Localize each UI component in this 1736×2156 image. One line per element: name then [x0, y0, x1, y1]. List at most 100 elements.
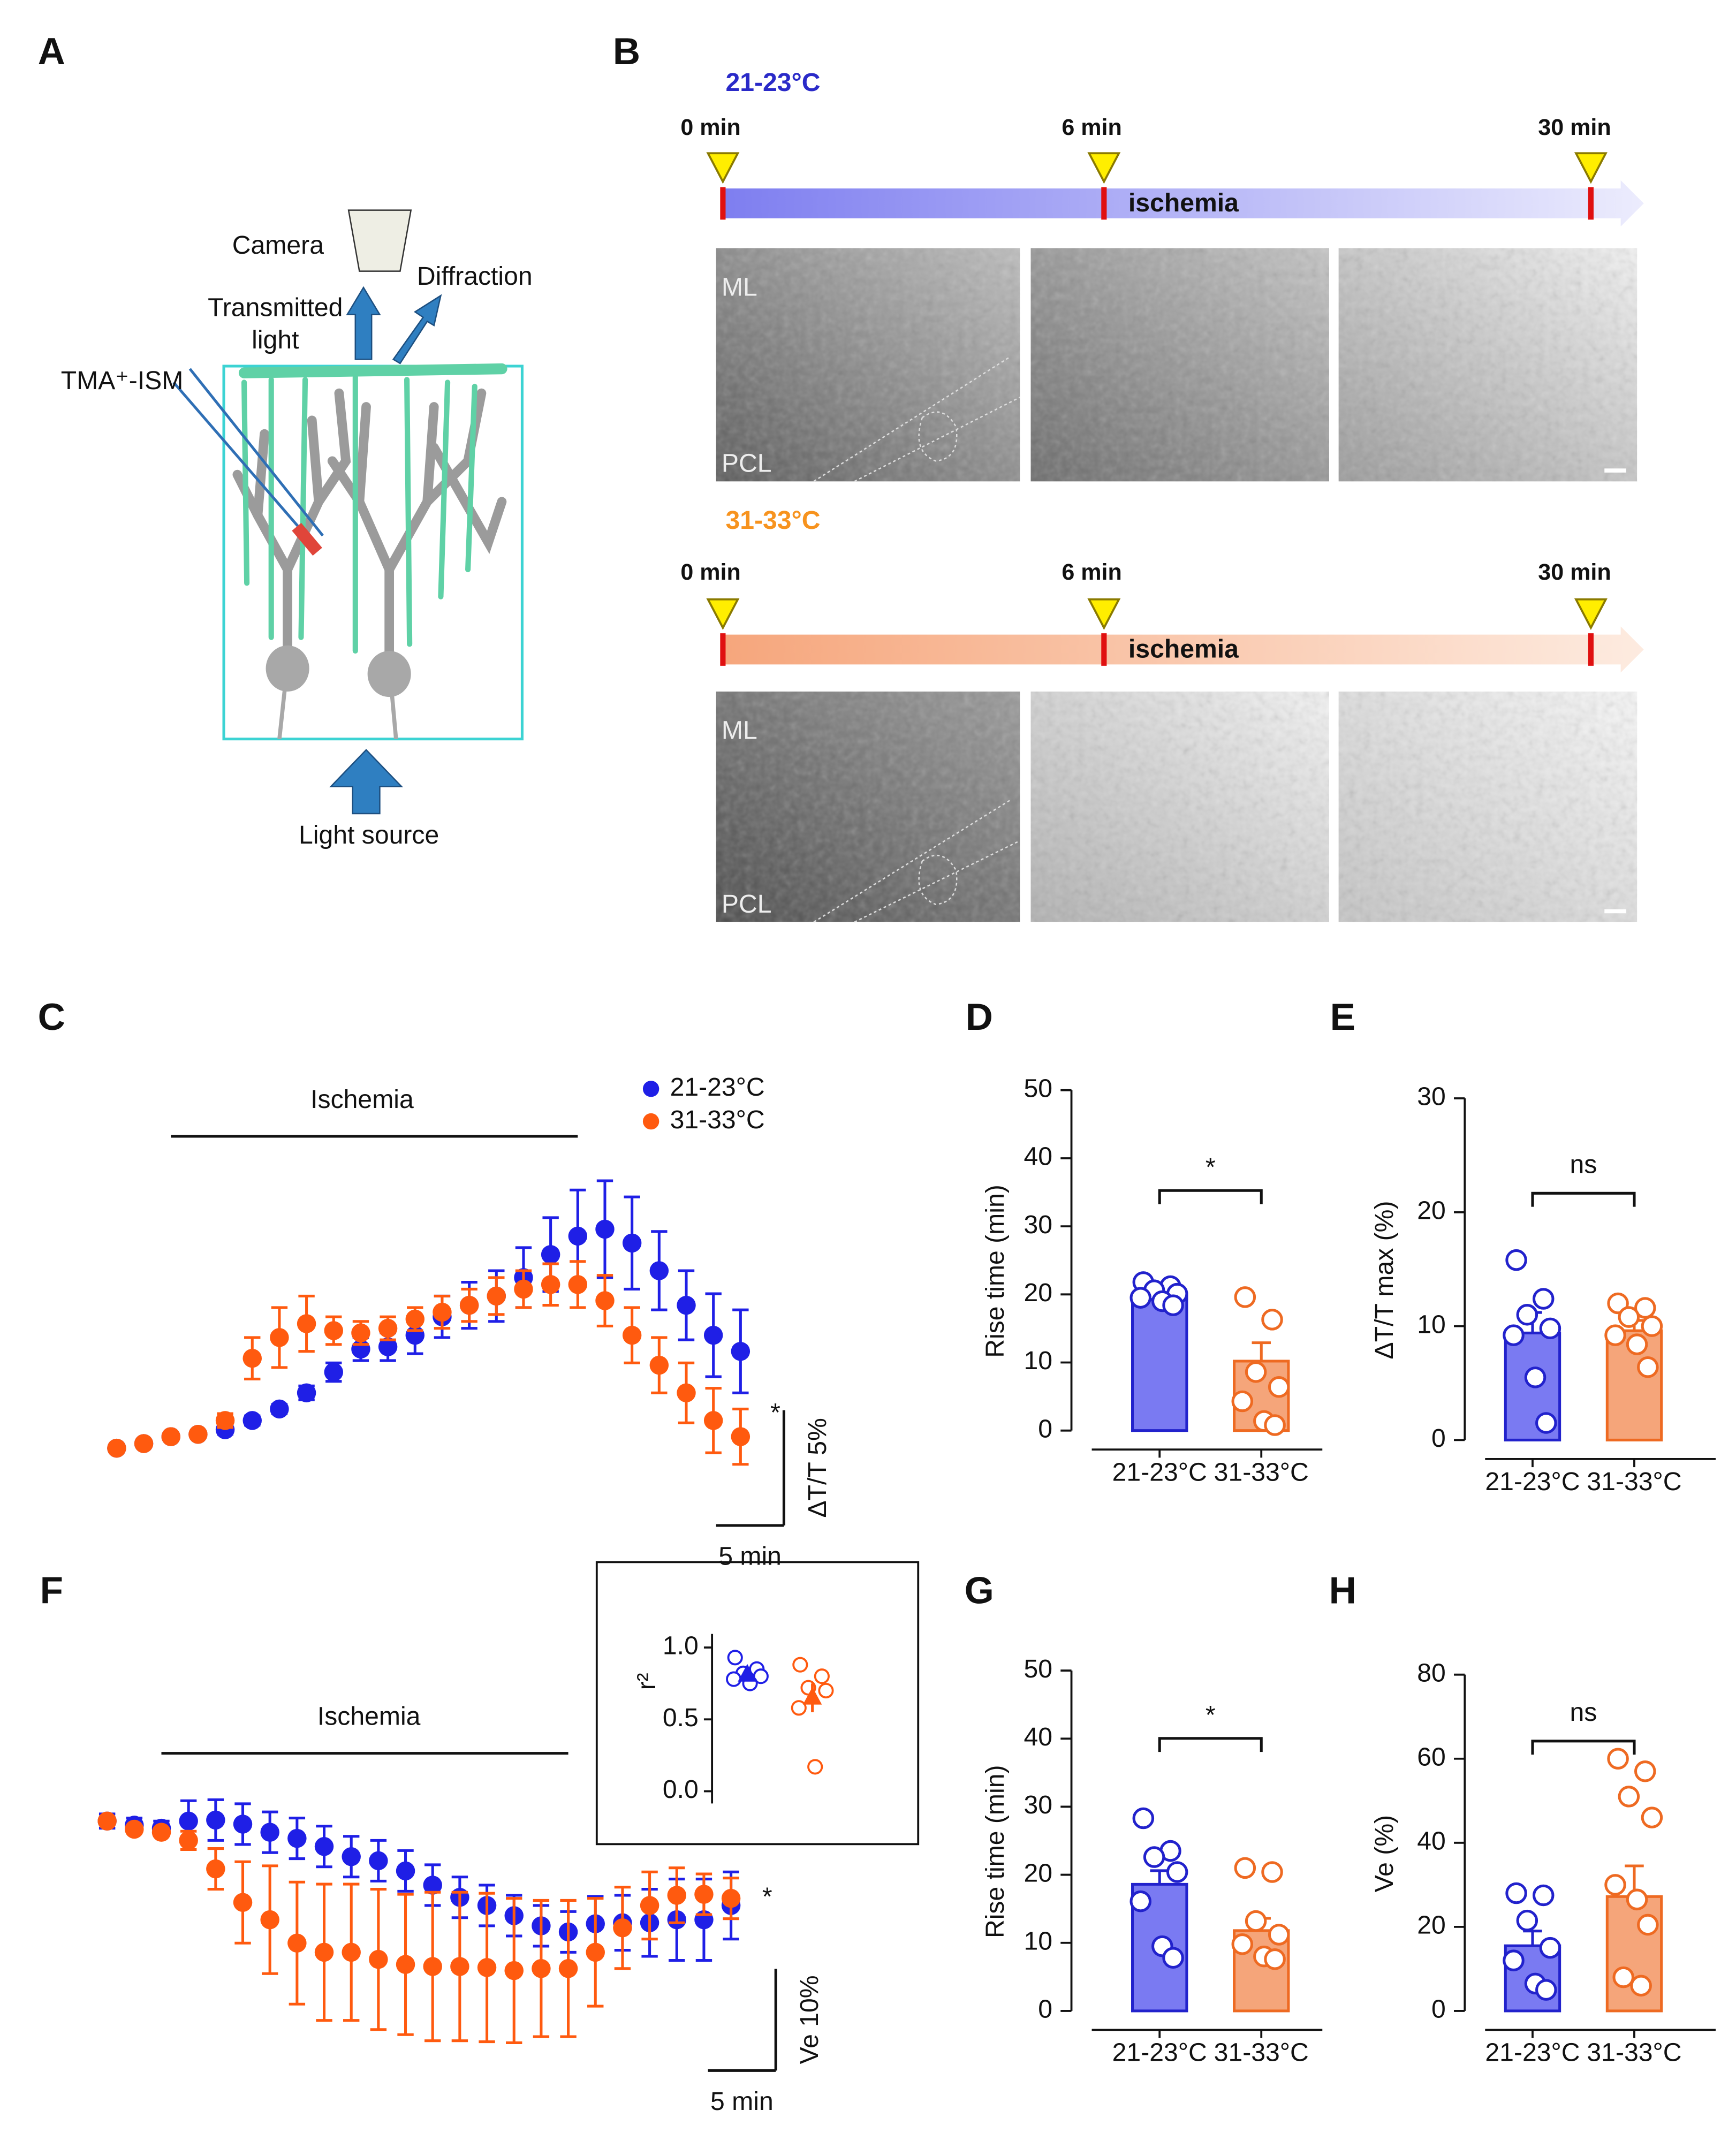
micrograph-grain: [1030, 692, 1329, 922]
panel-label: F: [40, 1569, 63, 1612]
label: light: [252, 325, 299, 354]
y-tick-label: 20: [1024, 1278, 1053, 1307]
purkinje-dendrites: [232, 388, 507, 663]
timeline: [723, 180, 1644, 227]
marker: [1574, 152, 1608, 184]
data-point: [791, 1700, 807, 1716]
significance: *: [1206, 1152, 1216, 1181]
glial-fibers: [238, 363, 507, 654]
point: [504, 1961, 524, 1980]
data-point: [1234, 1286, 1256, 1308]
point: [595, 1219, 615, 1239]
micrograph-grain: [716, 692, 1020, 922]
data-point: [1166, 1861, 1188, 1883]
y-tick-label: 40: [1024, 1722, 1053, 1751]
point: [677, 1383, 696, 1402]
data-point: [792, 1657, 808, 1673]
point: [514, 1279, 533, 1299]
point: [532, 1959, 551, 1978]
point: [694, 1885, 714, 1904]
x-tick-label: 31-33°C: [1214, 1457, 1309, 1486]
significance-bracket: [1158, 1737, 1263, 1752]
micrograph-grain: [1338, 692, 1638, 922]
point: [459, 1295, 479, 1315]
data-point: [1129, 1890, 1152, 1912]
panel-label: B: [613, 31, 640, 73]
mean-marker: [738, 1664, 757, 1682]
point: [270, 1399, 289, 1419]
y-tick-label: 10: [1024, 1346, 1053, 1375]
label: Camera: [232, 231, 324, 260]
y-tick-label: 80: [1417, 1658, 1446, 1687]
y-tick-label: 10: [1024, 1926, 1053, 1955]
data-point: [818, 1682, 834, 1699]
panel-label: H: [1329, 1569, 1356, 1612]
x-tick-label: 31-33°C: [1587, 2038, 1681, 2067]
camera: [347, 209, 412, 272]
point: [378, 1337, 398, 1356]
panel-label: G: [965, 1569, 994, 1612]
point: [151, 1823, 171, 1842]
point: [287, 1933, 307, 1953]
label: TMA⁺-ISM: [61, 366, 184, 395]
point: [97, 1811, 117, 1831]
electrode: [172, 368, 324, 543]
point: [125, 1819, 144, 1839]
region-label: PCL: [722, 890, 772, 918]
point: [622, 1325, 642, 1345]
y-tick-label: 0: [1038, 1995, 1052, 2024]
data-point: [1634, 1760, 1656, 1782]
point: [433, 1302, 452, 1322]
mean-marker: [802, 1687, 822, 1705]
region-label: ML: [722, 272, 757, 301]
data-point: [1604, 1874, 1626, 1896]
data-point: [1261, 1309, 1283, 1331]
point: [233, 1893, 253, 1912]
data-point: [1162, 1947, 1184, 1969]
y-axis-label: r²: [632, 1673, 661, 1690]
micrograph-grain: [1030, 248, 1329, 482]
point: [396, 1955, 415, 1974]
time-label: 30 min: [1538, 559, 1611, 585]
data-point: [814, 1668, 830, 1684]
point: [351, 1323, 370, 1342]
scale-label-x: 5 min: [710, 2087, 774, 2116]
data-point: [1626, 1888, 1648, 1911]
y-axis-label: Ve (%): [1370, 1815, 1399, 1892]
legend-label: 31-33°C: [670, 1105, 765, 1134]
data-point: [1143, 1846, 1165, 1868]
y-tick-label: 20: [1024, 1858, 1053, 1887]
marker: [706, 598, 740, 631]
point: [161, 1427, 180, 1446]
scale-label-y: ΔT/T 5%: [803, 1418, 832, 1517]
phase-label: ischemia: [1128, 188, 1239, 217]
condition-title: 21-23°C: [725, 68, 820, 97]
point: [703, 1325, 723, 1345]
data-point: [1231, 1390, 1254, 1413]
data-point: [1261, 1861, 1283, 1883]
x-tick-label: 21-23°C: [1485, 1467, 1580, 1496]
significance: ns: [1570, 1698, 1597, 1727]
data-point: [1268, 1376, 1290, 1398]
point: [541, 1245, 560, 1264]
time-label: 0 min: [680, 115, 740, 140]
data-point: [1503, 1949, 1525, 1971]
x-tick-label: 31-33°C: [1214, 2038, 1309, 2067]
point: [595, 1291, 615, 1310]
phase-label: ischemia: [1128, 635, 1239, 664]
point: [667, 1886, 686, 1905]
point: [396, 1861, 415, 1881]
label: Transmitted: [208, 293, 343, 322]
point: [622, 1233, 642, 1253]
point: [378, 1318, 398, 1338]
data-point: [1641, 1806, 1663, 1828]
point: [613, 1918, 632, 1938]
point: [324, 1321, 343, 1340]
point: [270, 1328, 289, 1347]
significance: ns: [1570, 1150, 1597, 1179]
ischemia-label: Ischemia: [310, 1085, 414, 1114]
cell-outline: [813, 356, 1020, 482]
point: [206, 1859, 225, 1879]
point: [215, 1411, 235, 1430]
point: [649, 1261, 669, 1280]
